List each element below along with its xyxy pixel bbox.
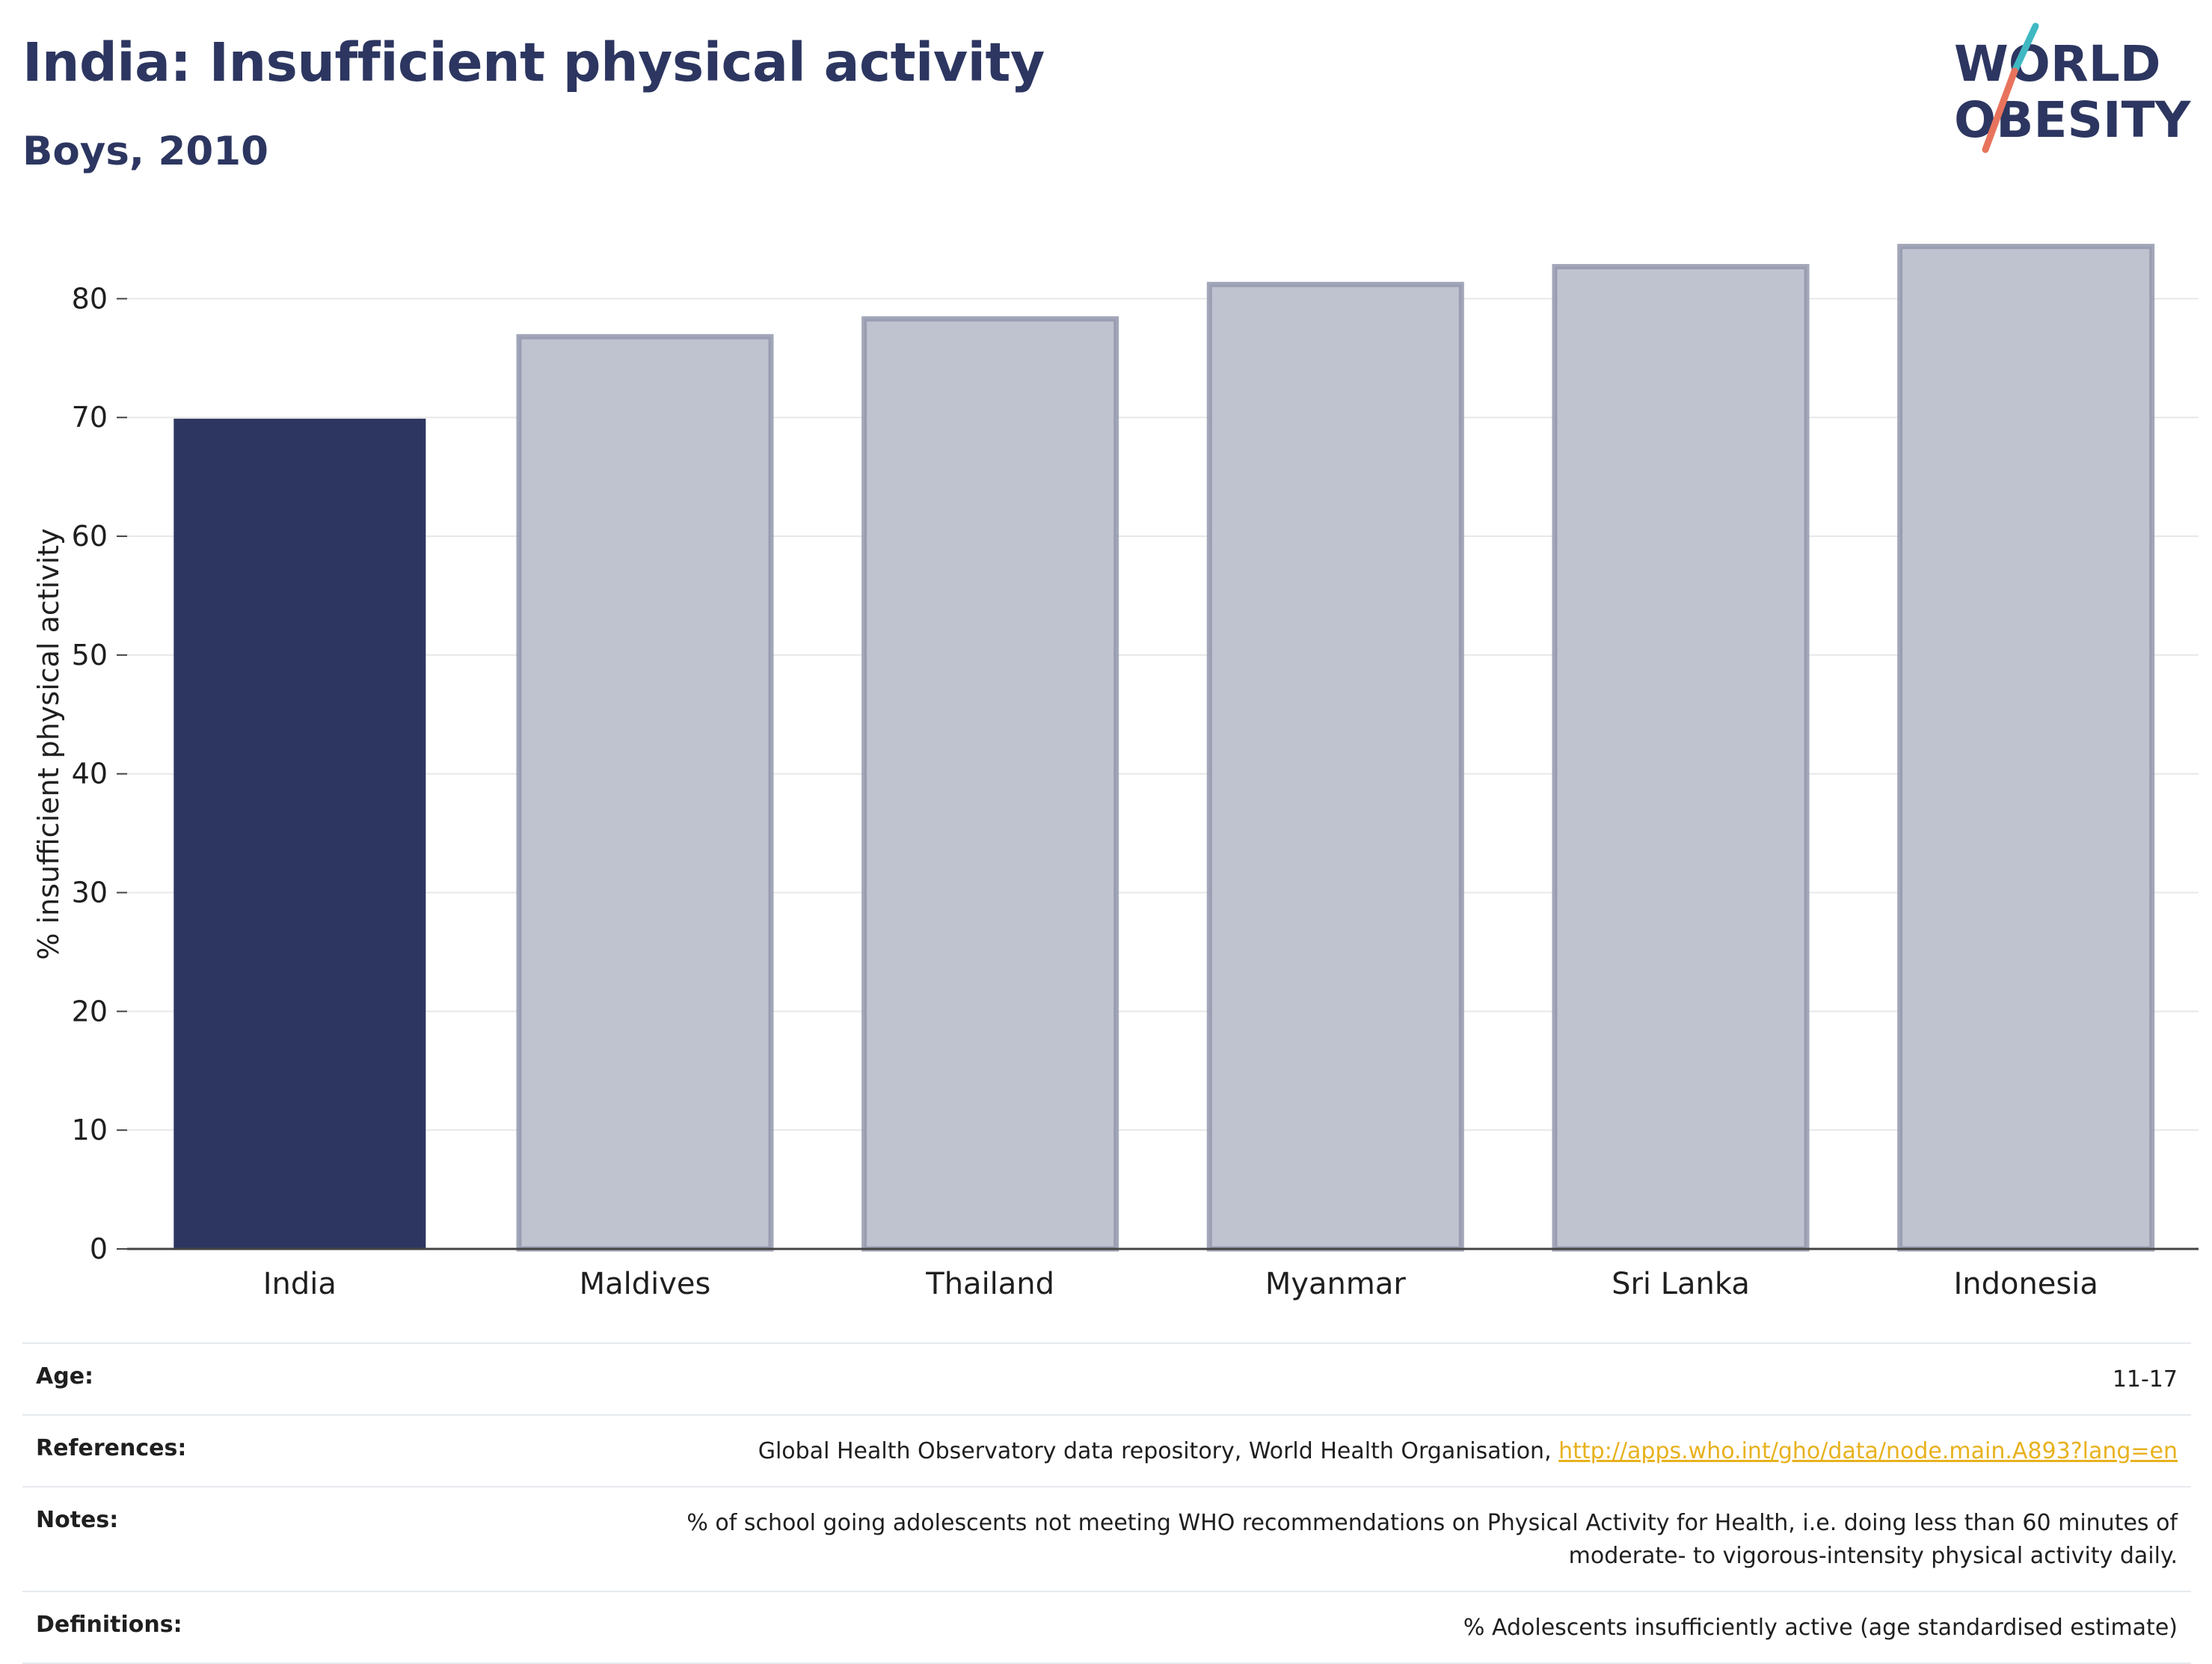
- references-text: Global Health Observatory data repositor…: [758, 1438, 1559, 1464]
- bar-thailand: [861, 316, 1119, 1252]
- x-tick-labels: India Maldives Thailand Myanmar Sri Lanka Ind…: [263, 1267, 2098, 1301]
- y-tick-label: 50: [72, 639, 108, 672]
- notes-label: Notes:: [36, 1507, 119, 1533]
- notes-line1: % of school going adolescents not meetin…: [686, 1510, 2178, 1536]
- y-tick-label: 60: [72, 520, 108, 553]
- definitions-value: % Adolescents insufficiently active (age…: [1463, 1615, 2178, 1641]
- x-tick-label: Maldives: [580, 1267, 711, 1301]
- notes-line2: moderate- to vigorous-intensity physical…: [1568, 1543, 2178, 1569]
- bar-maldives: [516, 334, 774, 1252]
- logo-slash-teal: [2011, 22, 2039, 75]
- gridlines: [117, 298, 2199, 1250]
- y-axis-label: % insufficient physical activity: [32, 528, 65, 960]
- references-label: References:: [36, 1435, 187, 1461]
- info-row-notes: Notes: % of school going adolescents not…: [22, 1486, 2191, 1591]
- info-row-age: Age: 11-17: [22, 1342, 2191, 1414]
- world-obesity-logo: WORLD OBESITY: [1954, 22, 2192, 153]
- logo-slash-coral: [1982, 67, 2018, 153]
- references-link[interactable]: http://apps.who.int/gho/data/node.main.A…: [1558, 1438, 2178, 1464]
- x-tick-label: Indonesia: [1953, 1267, 2098, 1301]
- page-title: India: Insufficient physical activity: [22, 31, 1045, 93]
- references-value: Global Health Observatory data repositor…: [758, 1435, 2178, 1468]
- y-tick-labels: 0 10 20 30 40 50 60 70 80: [72, 282, 108, 1265]
- bar-chart: 0 10 20 30 40 50 60 70 80 India Maldives Thailand M…: [32, 244, 2199, 1301]
- logo-line1: WORLD: [1954, 35, 2161, 93]
- x-tick-label: Sri Lanka: [1612, 1267, 1750, 1301]
- bar-indonesia: [1897, 244, 2155, 1252]
- page-subtitle: Boys, 2010: [22, 129, 268, 174]
- y-tick-label: 40: [72, 758, 108, 790]
- x-tick-label: Thailand: [925, 1267, 1054, 1301]
- bar-india: [173, 418, 426, 1249]
- y-tick-label: 80: [72, 282, 108, 315]
- info-row-references: References: Global Health Observatory da…: [22, 1414, 2191, 1486]
- bar-sri-lanka: [1552, 264, 1810, 1252]
- age-label: Age:: [36, 1363, 94, 1390]
- notes-value: % of school going adolescents not meetin…: [686, 1507, 2178, 1573]
- bars: [173, 244, 2155, 1252]
- info-row-definitions: Definitions: % Adolescents insufficientl…: [22, 1591, 2191, 1664]
- x-tick-label: India: [263, 1267, 337, 1301]
- definitions-label: Definitions:: [36, 1612, 182, 1638]
- y-tick-label: 30: [72, 876, 108, 909]
- y-tick-label: 0: [90, 1232, 108, 1265]
- info-table: Age: 11-17 References: Global Health Obs…: [22, 1342, 2191, 1664]
- y-tick-label: 10: [72, 1114, 108, 1146]
- age-value: 11-17: [2112, 1366, 2178, 1393]
- y-tick-label: 20: [72, 995, 108, 1028]
- bar-myanmar: [1206, 281, 1464, 1252]
- y-tick-label: 70: [72, 401, 108, 434]
- x-tick-label: Myanmar: [1265, 1267, 1407, 1301]
